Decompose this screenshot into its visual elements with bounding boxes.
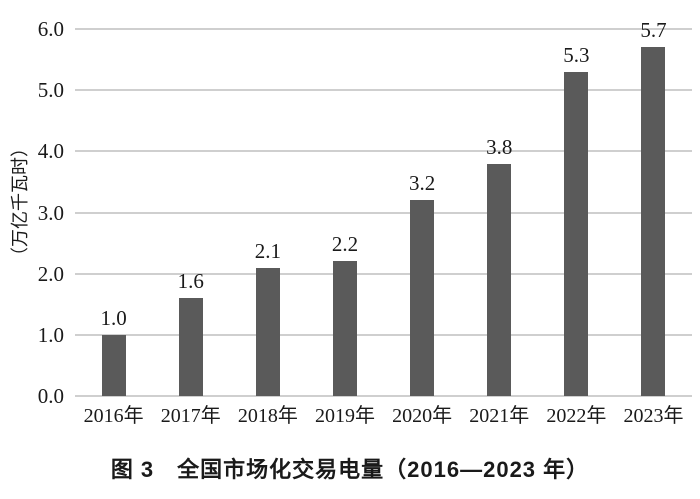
bar-value-label: 2.1 — [254, 238, 281, 263]
y-tick-label: 0.0 — [37, 384, 64, 408]
gridline — [75, 89, 692, 92]
x-tick-label: 2016年 — [83, 405, 144, 427]
bar — [564, 71, 589, 396]
gridline — [75, 211, 692, 214]
x-tick-label: 2018年 — [237, 405, 298, 427]
gridline — [75, 395, 692, 397]
y-axis-ticks: 0.0 1.0 2.0 3.0 4.0 5.0 6.0 — [0, 17, 64, 408]
bar-value-label: 3.8 — [486, 134, 513, 159]
gridline — [75, 150, 692, 153]
gridline — [75, 333, 692, 336]
x-tick-label: 2019年 — [314, 405, 375, 427]
bar — [178, 298, 203, 396]
bar — [255, 267, 280, 396]
bar-value-label: 1.0 — [100, 305, 127, 330]
y-tick-label: 6.0 — [37, 17, 64, 41]
bar — [332, 261, 357, 396]
gridline — [75, 272, 692, 275]
bar — [101, 334, 126, 396]
bar-value-label: 5.3 — [563, 42, 590, 67]
y-tick-label: 3.0 — [37, 200, 64, 225]
y-tick-label: 2.0 — [37, 261, 64, 286]
y-tick-label: 1.0 — [37, 322, 64, 347]
x-tick-label: 2023年 — [623, 405, 684, 427]
x-tick-label: 2021年 — [469, 405, 530, 427]
y-tick-label: 4.0 — [37, 139, 64, 164]
bar — [410, 200, 435, 396]
bar-value-label: 2.2 — [331, 232, 359, 257]
bar-value-label: 5.7 — [640, 18, 667, 43]
x-tick-label: 2022年 — [546, 405, 607, 427]
bar — [641, 47, 666, 396]
plot-area: 1.0 1.6 2.1 2.2 3.2 3.8 5.3 5.7 — [75, 18, 692, 397]
y-tick-label: 5.0 — [37, 78, 64, 103]
x-tick-label: 2017年 — [160, 405, 221, 427]
gridline — [75, 28, 692, 30]
bar-value-label: 3.2 — [408, 171, 436, 196]
bar — [487, 163, 512, 396]
x-tick-label: 2020年 — [392, 405, 453, 427]
bar-value-label: 1.6 — [177, 269, 204, 294]
chart-caption: 图 3 全国市场化交易电量（2016—2023 年） — [110, 457, 590, 482]
x-axis-labels: 2016年 2017年 2018年 2019年 2020年 2021年 2022年 2023年 — [75, 403, 692, 431]
